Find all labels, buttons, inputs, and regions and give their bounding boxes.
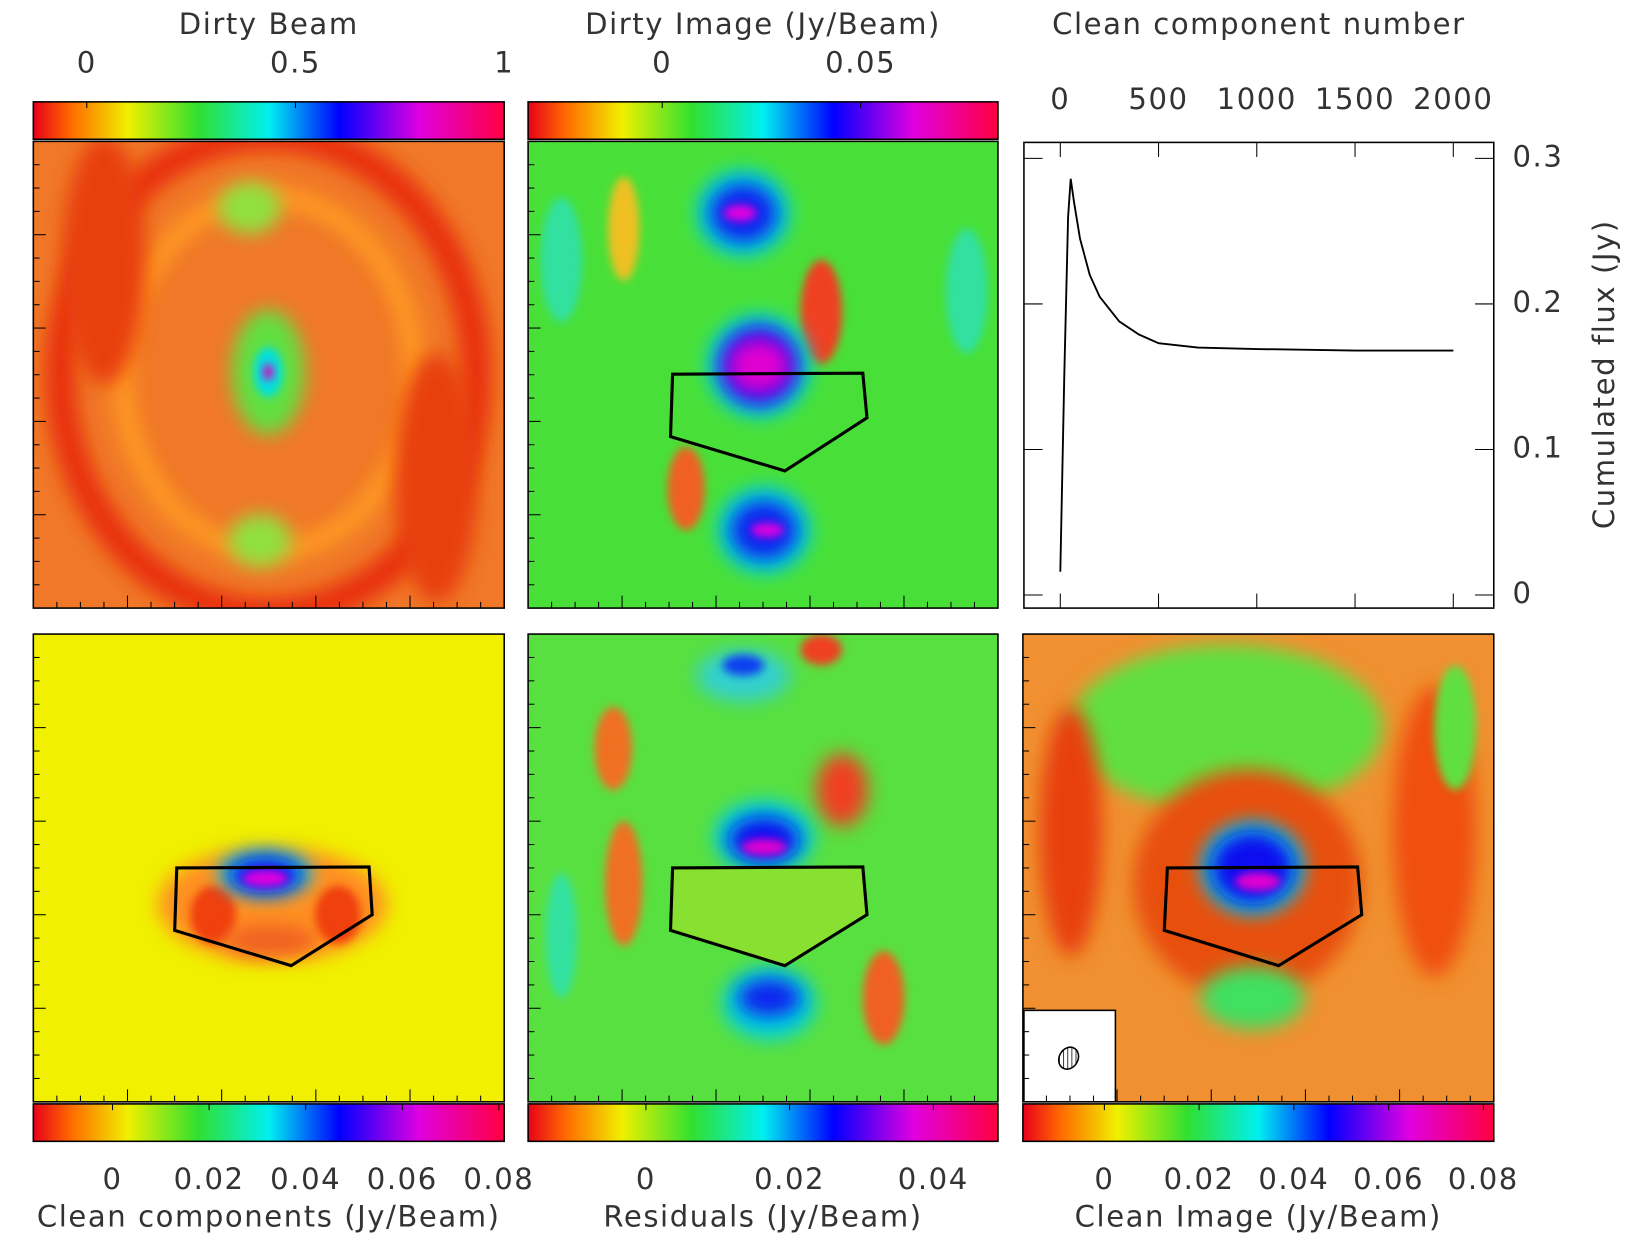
colorbar-tick-label: 0.05 bbox=[825, 45, 896, 79]
heatmap-blob bbox=[190, 885, 237, 944]
flux-curve bbox=[1059, 178, 1454, 572]
colorbar bbox=[32, 101, 505, 141]
heatmap-panel bbox=[1022, 634, 1494, 1102]
x-tick-label: 0 bbox=[1050, 82, 1070, 116]
panel-title: Residuals (Jy/Beam) bbox=[603, 1199, 922, 1233]
y-tick-label: 0.3 bbox=[1512, 139, 1563, 173]
heatmap-blob bbox=[738, 979, 801, 1017]
x-tick-label: 500 bbox=[1128, 82, 1188, 116]
y-tick-label: 0 bbox=[1512, 576, 1532, 610]
heatmap bbox=[33, 141, 505, 609]
heatmap-blob bbox=[727, 338, 791, 393]
heatmap-blob bbox=[1200, 966, 1305, 1030]
colorbar-tick-label: 0.02 bbox=[174, 1162, 245, 1196]
heatmap-blob bbox=[1039, 706, 1102, 957]
colorbar-tick-label: 0.04 bbox=[898, 1162, 969, 1196]
panel-title: Dirty Beam bbox=[179, 7, 359, 41]
colorbar-tick-label: 1 bbox=[494, 45, 514, 79]
panel-title: Clean components (Jy/Beam) bbox=[37, 1199, 501, 1233]
y-tick-label: 0.2 bbox=[1512, 285, 1563, 319]
x-tick-label: 1500 bbox=[1315, 82, 1395, 116]
heatmap-blob bbox=[722, 654, 765, 676]
heatmap-blob bbox=[1434, 665, 1477, 790]
colorbar-tick-label: 0 bbox=[652, 45, 672, 79]
heatmap-panel bbox=[528, 141, 998, 609]
colorbar-tick-label: 0 bbox=[77, 45, 97, 79]
heatmap bbox=[33, 634, 505, 1102]
colorbar-tick-label: 0.02 bbox=[754, 1162, 825, 1196]
heatmap-blob bbox=[945, 228, 988, 354]
heatmap-blob bbox=[800, 259, 843, 364]
heatmap-blob bbox=[540, 197, 583, 323]
heatmap-blob bbox=[545, 873, 577, 998]
clean-support bbox=[173, 865, 374, 968]
beam bbox=[1057, 1046, 1080, 1070]
heatmap-panel bbox=[33, 141, 505, 609]
colorbar-tick-label: 0.08 bbox=[1448, 1162, 1519, 1196]
colorbar bbox=[527, 101, 999, 141]
heatmap-blob bbox=[816, 753, 869, 827]
heatmap-blob bbox=[594, 706, 633, 790]
heatmap-blob bbox=[44, 141, 492, 609]
colorbar-tick-label: 0.02 bbox=[1164, 1162, 1235, 1196]
colorbar-tick-label: 0.08 bbox=[463, 1162, 534, 1196]
heatmap-blob bbox=[1234, 872, 1281, 891]
heatmap-blob bbox=[395, 353, 479, 603]
heatmap-panel bbox=[528, 634, 998, 1102]
plot-frame bbox=[1023, 141, 1495, 609]
colorbar bbox=[527, 1103, 999, 1143]
y-axis-label: Cumulated flux (Jy) bbox=[1587, 219, 1621, 529]
x-tick-label: 2000 bbox=[1413, 82, 1493, 116]
heatmap-blob bbox=[667, 446, 705, 531]
heatmap-blob bbox=[223, 925, 318, 957]
colorbar bbox=[32, 1103, 505, 1143]
panel-title: Dirty Image (Jy/Beam) bbox=[585, 7, 941, 41]
clean-support bbox=[668, 865, 869, 968]
colorbar bbox=[1022, 1103, 1495, 1143]
heatmap-blob bbox=[800, 634, 843, 666]
heatmap bbox=[528, 141, 998, 609]
colorbar-tick-label: 0 bbox=[102, 1162, 122, 1196]
panel-title: Clean Image (Jy/Beam) bbox=[1075, 1199, 1442, 1233]
colorbar-tick-label: 0.5 bbox=[270, 45, 321, 79]
heatmap-blob bbox=[723, 204, 757, 222]
heatmap-blob bbox=[218, 181, 281, 234]
heatmap bbox=[528, 634, 998, 1102]
heatmap-blob bbox=[741, 838, 787, 856]
colorbar-tick-label: 0.06 bbox=[1353, 1162, 1424, 1196]
heatmap-blob bbox=[228, 514, 292, 567]
x-tick-label: 1000 bbox=[1217, 82, 1297, 116]
heatmap-blob bbox=[750, 522, 784, 538]
clean-support bbox=[668, 371, 869, 473]
heatmap-blob bbox=[62, 141, 146, 385]
heatmap-panel bbox=[33, 634, 505, 1102]
clean-support bbox=[1162, 865, 1364, 968]
heatmap-blob bbox=[605, 821, 643, 946]
heatmap bbox=[1022, 634, 1494, 1102]
colorbar-tick-label: 0.04 bbox=[270, 1162, 341, 1196]
colorbar-tick-label: 0.04 bbox=[1258, 1162, 1329, 1196]
heatmap-blob bbox=[1070, 644, 1383, 811]
heatmap-blob bbox=[862, 951, 905, 1045]
y-tick-label: 0.1 bbox=[1512, 430, 1563, 464]
heatmap-blob bbox=[242, 870, 288, 887]
colorbar-tick-label: 0 bbox=[636, 1162, 656, 1196]
colorbar-tick-label: 0 bbox=[1094, 1162, 1114, 1196]
colorbar-tick-label: 0.06 bbox=[367, 1162, 438, 1196]
heatmap-blob bbox=[263, 363, 274, 381]
heatmap-blob bbox=[608, 176, 640, 281]
x-axis-label: Clean component number bbox=[1052, 7, 1466, 41]
